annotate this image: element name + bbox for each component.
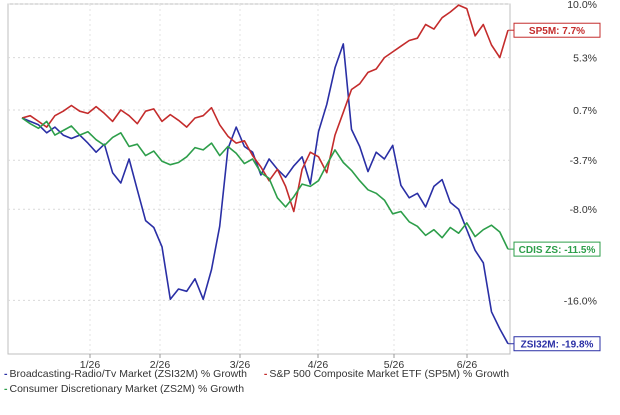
legend-label-broadcasting: Broadcasting-Radio/Tv Market (ZSI32M) % … xyxy=(9,368,248,380)
end-label-text: CDIS ZS: -11.5% xyxy=(519,245,596,256)
plot-area xyxy=(7,3,511,355)
y-tick-label: 5.3% xyxy=(573,53,597,65)
x-tick-label: 6/26 xyxy=(457,359,478,371)
x-tick-label: 3/26 xyxy=(230,359,251,371)
x-tick-label: 2/26 xyxy=(150,359,171,371)
end-label-text: ZSI32M: -19.8% xyxy=(521,340,594,351)
legend-row-1: - Broadcasting-Radio/Tv Market (ZSI32M) %… xyxy=(4,368,523,380)
legend-item-broadcasting: - Broadcasting-Radio/Tv Market (ZSI32M) %… xyxy=(4,368,250,380)
x-tick-label: 5/26 xyxy=(384,359,405,371)
legend-swatch-consumer: - xyxy=(4,383,8,395)
x-tick-label: 1/26 xyxy=(80,359,101,371)
series-lines xyxy=(21,4,509,345)
grid-lines xyxy=(8,3,510,354)
end-labels: ZSI32M: -19.8% SP5M: 7.7% CDIS ZS: -11.5% xyxy=(508,22,601,352)
legend-swatch-sp500: - xyxy=(263,368,268,380)
series-line-1 xyxy=(21,4,509,213)
y-tick-label: 0.7% xyxy=(573,105,597,117)
legend-swatch-broadcasting: - xyxy=(4,368,8,380)
axis-ticks: 10.0% 5.3% 0.7% -3.7% -8.0% -16.0% 1/26 2/26 3/2… xyxy=(80,0,597,371)
end-label-text: SP5M: 7.7% xyxy=(529,26,585,37)
y-tick-label: -16.0% xyxy=(564,295,597,307)
legend-item-sp500: - S&P 500 Composite Market ETF (SP5M) % G… xyxy=(264,368,509,380)
legend-label-sp500: S&P 500 Composite Market ETF (SP5M) % Gr… xyxy=(269,368,510,380)
y-tick-label: -8.0% xyxy=(570,204,597,216)
legend-label-consumer: Consumer Discretionary Market (ZS2M) % G… xyxy=(9,383,245,395)
x-tick-label: 4/26 xyxy=(308,359,329,371)
y-tick-label: -3.7% xyxy=(570,155,597,167)
legend-row-2: - Consumer Discretionary Market (ZS2M) % … xyxy=(4,383,258,395)
y-tick-label: 10.0% xyxy=(567,0,597,11)
end-label-box xyxy=(513,336,601,352)
end-label-box xyxy=(513,241,601,257)
legend-item-consumer: - Consumer Discretionary Market (ZS2M) % … xyxy=(4,383,244,395)
series-line-0 xyxy=(21,43,509,345)
end-label-box xyxy=(513,22,601,38)
series-line-2 xyxy=(21,117,509,250)
